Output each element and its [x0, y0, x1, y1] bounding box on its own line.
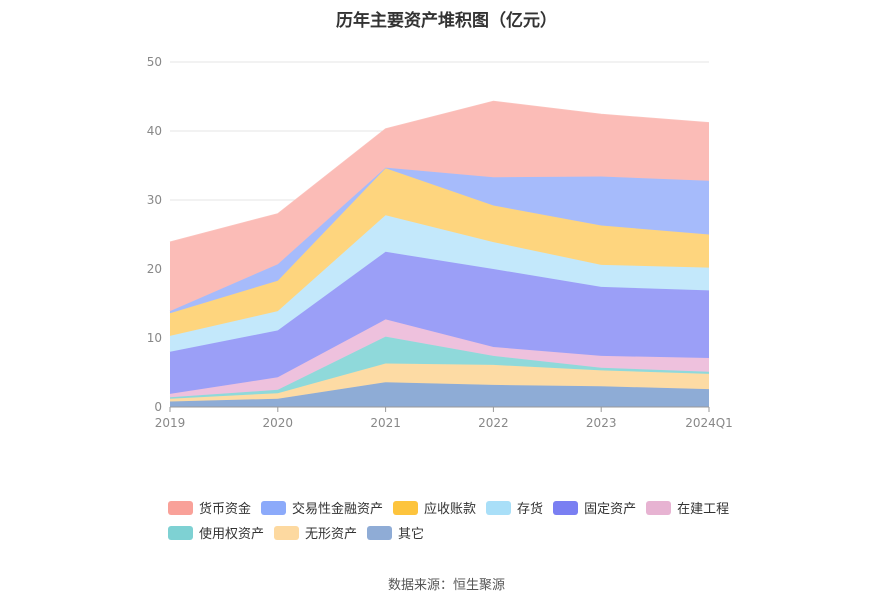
legend-swatch — [168, 500, 193, 515]
area-无形资产 — [170, 363, 709, 402]
legend-label: 其它 — [398, 527, 425, 542]
legend-label: 在建工程 — [677, 502, 730, 517]
area-交易性金融资产 — [170, 167, 709, 314]
legend-swatch — [486, 500, 512, 515]
y-tick-label: 0 — [154, 400, 162, 414]
legend-item[interactable]: 使用权资产 — [168, 523, 264, 542]
area-货币资金 — [170, 101, 709, 312]
x-tick-label: 2020 — [263, 416, 294, 430]
legend-swatch — [274, 525, 300, 540]
x-tick-label: 2021 — [370, 416, 401, 430]
legend-swatch — [168, 525, 193, 540]
area-其它 — [170, 382, 709, 407]
x-tick-label: 2023 — [586, 416, 617, 430]
legend-swatch — [367, 525, 393, 540]
legend-label: 使用权资产 — [199, 527, 265, 542]
legend-swatch — [553, 500, 579, 515]
x-tick-label: 2022 — [478, 416, 509, 430]
legend-swatch — [646, 500, 672, 515]
legend-label: 应收账款 — [424, 502, 477, 517]
y-tick-label: 40 — [147, 124, 162, 138]
legend-item[interactable]: 在建工程 — [646, 498, 729, 517]
area-edge-货币资金 — [169, 100, 710, 243]
legend-label: 固定资产 — [584, 502, 637, 517]
y-tick-label: 50 — [147, 55, 162, 69]
legend-swatch — [261, 500, 287, 515]
legend-label: 货币资金 — [199, 502, 252, 517]
legend-label: 交易性金融资产 — [292, 502, 384, 517]
legend-item[interactable]: 应收账款 — [393, 498, 476, 517]
area-edge-在建工程 — [169, 318, 710, 395]
legend-label: 存货 — [517, 502, 544, 517]
legend-label: 无形资产 — [305, 527, 358, 542]
area-使用权资产 — [170, 336, 709, 399]
chart-legend: 货币资金 交易性金融资产 应收账款 存货 固定资产 在建工程使用权资产 无形资产 其它 — [168, 495, 768, 545]
x-tick-label: 2024Q1 — [685, 416, 733, 430]
area-固定资产 — [170, 251, 709, 394]
legend-item[interactable]: 交易性金融资产 — [261, 498, 383, 517]
y-tick-label: 10 — [147, 331, 162, 345]
area-存货 — [170, 215, 709, 352]
chart-title: 历年主要资产堆积图（亿元） — [336, 11, 557, 31]
legend-item[interactable]: 存货 — [486, 498, 543, 517]
legend-item[interactable]: 其它 — [367, 523, 424, 542]
legend-item[interactable]: 固定资产 — [553, 498, 636, 517]
data-source: 数据来源：恒生聚源 — [387, 578, 505, 593]
area-在建工程 — [170, 319, 709, 398]
x-tick-label: 2019 — [155, 416, 186, 430]
legend-row: 使用权资产 无形资产 其它 — [168, 520, 768, 545]
y-tick-label: 20 — [147, 262, 162, 276]
legend-swatch — [393, 500, 419, 515]
area-应收账款 — [170, 168, 709, 336]
legend-item[interactable]: 货币资金 — [168, 498, 251, 517]
legend-row: 货币资金 交易性金融资产 应收账款 存货 固定资产 在建工程 — [168, 495, 768, 520]
y-tick-label: 30 — [147, 193, 162, 207]
legend-item[interactable]: 无形资产 — [274, 523, 357, 542]
